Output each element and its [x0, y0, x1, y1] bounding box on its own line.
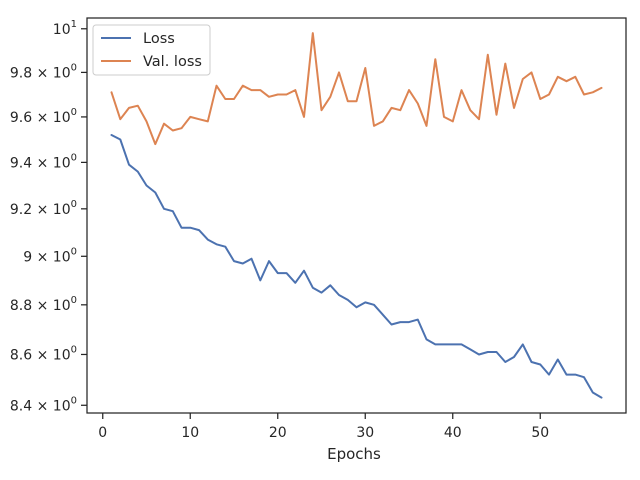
x-tick-label: 50 [531, 425, 549, 441]
y-tick-label: 8.6 × 100 [10, 344, 77, 363]
legend: Loss Val. loss [92, 24, 211, 76]
x-tick-label: 0 [98, 425, 107, 441]
legend-label-val-loss: Val. loss [143, 54, 202, 70]
x-tick-label: 30 [356, 425, 374, 441]
x-tick-label: 20 [269, 425, 287, 441]
y-axis: 8.4 × 100 8.6 × 100 8.8 × 100 9 × 100 9.2 × … [10, 19, 87, 414]
x-tick-label: 40 [444, 425, 462, 441]
x-tick-label: 10 [181, 425, 199, 441]
x-axis: 0 10 20 30 40 50 [98, 413, 549, 441]
y-tick-label: 9.2 × 100 [10, 199, 77, 218]
y-tick-label: 8.8 × 100 [10, 295, 77, 314]
y-tick-label: 9.8 × 100 [10, 62, 77, 81]
series-line-loss [110, 134, 603, 399]
series-line-val-loss [110, 32, 603, 146]
y-tick-label: 101 [53, 19, 77, 38]
y-tick-label: 9.6 × 100 [10, 107, 77, 126]
y-tick-label: 8.4 × 100 [10, 395, 77, 414]
y-tick-label: 9 × 100 [23, 246, 77, 265]
x-axis-title: Epochs [327, 445, 381, 463]
plot-frame [86, 17, 627, 414]
y-tick-label: 9.4 × 100 [10, 152, 77, 171]
series-layer [110, 32, 603, 399]
legend-label-loss: Loss [143, 31, 175, 47]
